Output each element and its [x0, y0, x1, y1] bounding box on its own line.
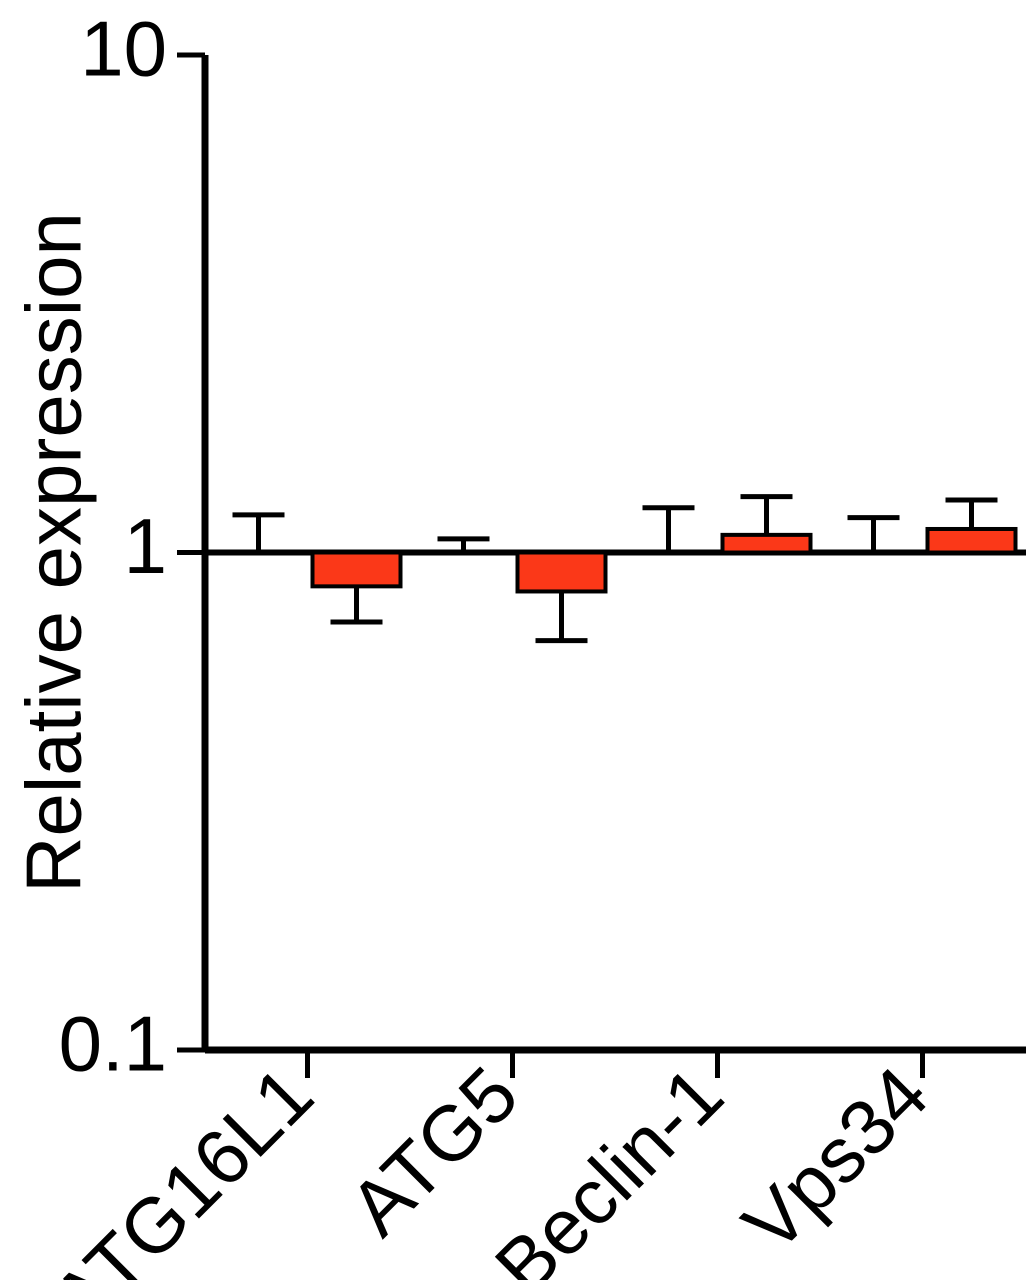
chart-svg: 0.1110Relative expressionATG16L1ATG5Becl… — [0, 0, 1027, 1280]
x-tick-label: Beclin-1 — [478, 1050, 739, 1280]
y-axis-label: Relative expression — [10, 212, 98, 893]
y-tick-label: 10 — [80, 5, 167, 93]
y-tick-label: 1 — [124, 502, 167, 590]
x-tick-label: Vps34 — [726, 1050, 945, 1269]
y-tick-label: 0.1 — [59, 1000, 167, 1088]
bar-chart: 0.1110Relative expressionATG16L1ATG5Becl… — [0, 0, 1027, 1280]
bar-ATG16L1 — [313, 553, 401, 587]
bar-Vps34 — [928, 529, 1016, 553]
bar-ATG5 — [518, 553, 606, 592]
bar-Beclin-1 — [723, 535, 811, 553]
